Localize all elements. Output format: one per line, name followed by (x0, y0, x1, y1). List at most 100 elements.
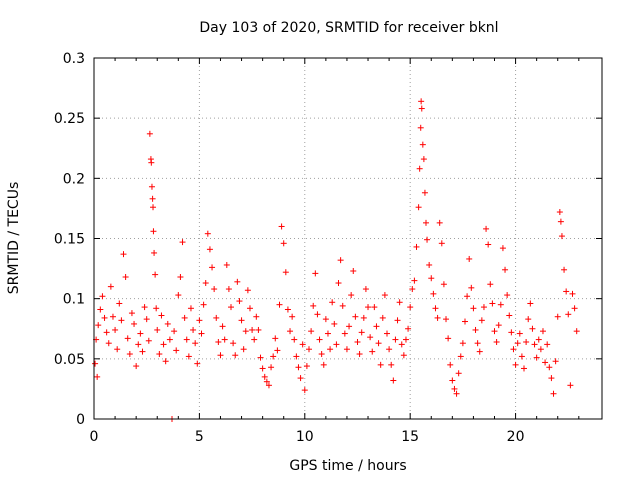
data-point (418, 98, 425, 105)
data-point (383, 330, 390, 337)
data-point (535, 336, 542, 343)
data-point (556, 209, 563, 216)
data-point (398, 341, 405, 348)
data-point (263, 378, 270, 385)
data-point (472, 326, 479, 333)
data-point (316, 336, 323, 343)
data-point (175, 292, 182, 299)
data-point (280, 240, 287, 247)
data-point (198, 330, 205, 337)
data-point (343, 346, 350, 353)
data-point (135, 341, 142, 348)
data-point (114, 346, 121, 353)
data-point (318, 351, 325, 358)
data-point (468, 284, 475, 291)
data-point (529, 325, 536, 332)
data-point (339, 302, 346, 309)
data-point (394, 317, 401, 324)
data-point (196, 317, 203, 324)
data-point (527, 300, 534, 307)
data-point (297, 375, 304, 382)
data-point (356, 351, 363, 358)
data-point (362, 286, 369, 293)
data-point (179, 239, 186, 246)
data-point (308, 328, 315, 335)
data-point (107, 283, 114, 290)
data-point (335, 280, 342, 287)
data-point (518, 353, 525, 360)
data-point (160, 341, 167, 348)
data-point (141, 304, 148, 311)
chart-title: Day 103 of 2020, SRMTID for receiver bkn… (199, 20, 498, 36)
data-point (171, 328, 178, 335)
data-point (109, 313, 116, 320)
data-point (569, 290, 576, 297)
data-point (565, 311, 572, 318)
data-point (483, 225, 490, 232)
data-point (485, 241, 492, 248)
data-point (149, 195, 156, 202)
data-point (426, 261, 433, 268)
data-point (152, 271, 159, 278)
data-point (240, 346, 247, 353)
data-point (158, 312, 165, 319)
data-point (525, 316, 532, 323)
data-point (105, 340, 112, 347)
data-point (539, 328, 546, 335)
data-point (156, 351, 163, 358)
data-point (242, 328, 249, 335)
data-point (416, 165, 423, 172)
data-point (310, 302, 317, 309)
data-point (284, 306, 291, 313)
data-point (420, 156, 427, 163)
data-point (542, 359, 549, 366)
data-point (554, 313, 561, 320)
data-point (278, 223, 285, 230)
data-point (204, 230, 211, 237)
data-point (118, 317, 125, 324)
data-point (92, 360, 99, 367)
data-point (303, 363, 310, 370)
data-point (459, 340, 466, 347)
data-point (177, 274, 184, 281)
data-point (474, 340, 481, 347)
data-point (402, 336, 409, 343)
data-point (523, 338, 530, 345)
data-point (409, 286, 416, 293)
data-point (103, 329, 110, 336)
data-point (329, 299, 336, 306)
data-point (151, 249, 158, 256)
data-point (200, 301, 207, 308)
data-point (400, 352, 407, 359)
data-point (249, 326, 256, 333)
data-point (573, 328, 580, 335)
data-point (255, 326, 262, 333)
data-point (390, 377, 397, 384)
data-point (145, 337, 152, 344)
data-point (306, 346, 313, 353)
data-point (521, 365, 528, 372)
data-point (295, 364, 302, 371)
data-point (234, 278, 241, 285)
data-point (274, 347, 281, 354)
data-point (291, 336, 298, 343)
data-point (230, 340, 237, 347)
data-point (531, 341, 538, 348)
data-point (516, 330, 523, 337)
data-point (228, 304, 235, 311)
data-point (379, 314, 386, 321)
data-point (341, 330, 348, 337)
data-point (451, 385, 458, 392)
data-point (502, 266, 509, 273)
data-point (480, 304, 487, 311)
data-point (386, 346, 393, 353)
data-point (261, 373, 268, 380)
data-point (143, 316, 150, 323)
data-point (571, 305, 578, 312)
data-point (552, 358, 559, 365)
data-point (94, 373, 101, 380)
data-point (270, 353, 277, 360)
x-tick-label: 15 (401, 429, 419, 445)
data-point (133, 363, 140, 370)
